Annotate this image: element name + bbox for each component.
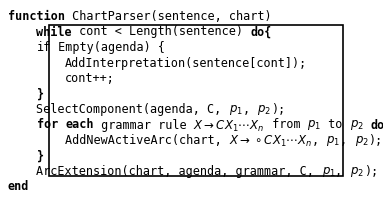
Text: cont < Length(sentence): cont < Length(sentence) <box>72 25 250 38</box>
Text: ,: , <box>243 103 257 116</box>
Text: SelectComponent(agenda, C,: SelectComponent(agenda, C, <box>36 103 229 116</box>
Text: from: from <box>265 118 307 132</box>
Text: $p_2$: $p_2$ <box>355 134 368 148</box>
Text: }: } <box>36 149 44 163</box>
Text: $p_1$: $p_1$ <box>229 103 243 117</box>
Text: ,: , <box>336 165 350 178</box>
Text: do{: do{ <box>371 118 383 132</box>
Text: if: if <box>36 41 51 54</box>
Text: $p_2$: $p_2$ <box>350 118 364 133</box>
Text: do{: do{ <box>250 25 272 38</box>
Text: AddNewActiveArc(chart,: AddNewActiveArc(chart, <box>65 134 229 147</box>
Text: grammar rule: grammar rule <box>93 118 193 132</box>
Text: AddInterpretation(sentence[cont]);: AddInterpretation(sentence[cont]); <box>65 57 307 69</box>
Text: $X \rightarrow CX_1\cdots X_n$: $X \rightarrow CX_1\cdots X_n$ <box>193 118 265 134</box>
Text: while: while <box>36 25 72 38</box>
Text: );: ); <box>368 134 383 147</box>
Text: to: to <box>321 118 350 132</box>
Text: ArcExtension(chart, agenda, grammar, C,: ArcExtension(chart, agenda, grammar, C, <box>36 165 321 178</box>
Text: $X \rightarrow \circ CX_1\cdots X_n$: $X \rightarrow \circ CX_1\cdots X_n$ <box>229 134 312 149</box>
Text: );: ); <box>271 103 285 116</box>
Text: end: end <box>8 180 29 193</box>
Text: ChartParser(sentence, chart): ChartParser(sentence, chart) <box>65 10 272 23</box>
Text: $p_1$: $p_1$ <box>326 134 340 148</box>
Text: );: ); <box>363 165 378 178</box>
Text: ,: , <box>340 134 355 147</box>
Text: cont++;: cont++; <box>65 72 115 85</box>
FancyBboxPatch shape <box>49 25 343 176</box>
Text: }: } <box>36 88 44 100</box>
Text: Empty(agenda) {: Empty(agenda) { <box>51 41 165 54</box>
Text: function: function <box>8 10 65 23</box>
Text: ,: , <box>312 134 326 147</box>
Text: $p_1$: $p_1$ <box>321 165 336 179</box>
Text: $p_2$: $p_2$ <box>350 165 363 179</box>
Text: $p_1$: $p_1$ <box>307 118 321 133</box>
Text: each: each <box>65 118 93 132</box>
Text: $p_2$: $p_2$ <box>257 103 271 117</box>
Text: for: for <box>36 118 58 132</box>
